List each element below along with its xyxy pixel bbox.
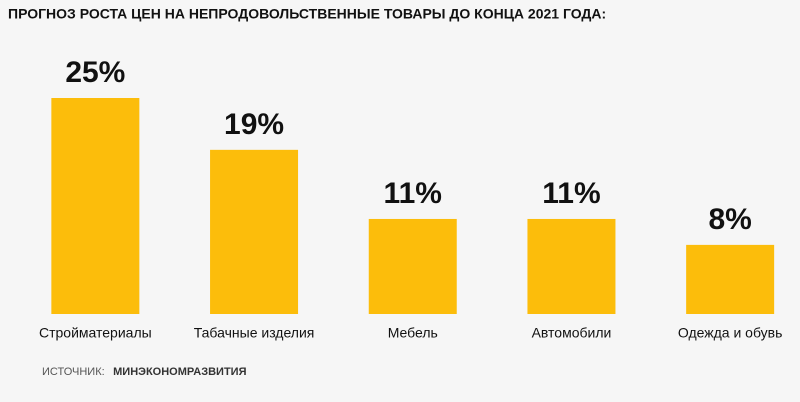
value-label: 8%	[708, 203, 751, 236]
chart-title: ПРОГНОЗ РОСТА ЦЕН НА НЕПРОДОВОЛЬСТВЕННЫЕ…	[8, 6, 606, 22]
value-label: 11%	[542, 177, 600, 210]
category-label: Табачные изделия	[194, 325, 315, 341]
source-label: ИСТОЧНИК:	[42, 366, 105, 378]
category-label: Одежда и обувь	[678, 325, 783, 341]
source: ИСТОЧНИК: МИНЭКОНОМРАЗВИТИЯ	[42, 363, 247, 380]
value-label: 11%	[384, 177, 442, 210]
category-label: Стройматериалы	[39, 325, 152, 341]
bar	[368, 218, 457, 314]
category-label: Мебель	[388, 325, 438, 341]
category-label: Автомобили	[532, 325, 612, 341]
value-label: 25%	[65, 56, 125, 89]
value-label: 19%	[224, 108, 284, 141]
bar	[210, 149, 299, 314]
source-text: МИНЭКОНОМРАЗВИТИЯ	[113, 366, 246, 378]
bar	[686, 244, 775, 314]
bar	[527, 218, 616, 314]
bar	[51, 98, 140, 314]
